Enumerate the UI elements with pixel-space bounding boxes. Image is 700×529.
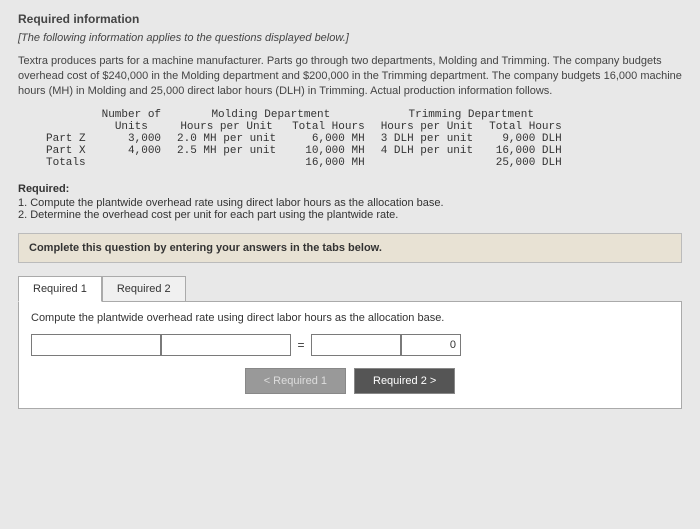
cell-dlh-total: 25,000 DLH [481, 157, 570, 169]
col-units-line1: Number of [94, 109, 169, 121]
required-item: 2. Determine the overhead cost per unit … [18, 209, 682, 221]
row-label: Totals [38, 157, 94, 169]
panel-instruction: Compute the plantwide overhead rate usin… [31, 312, 669, 324]
tab-required-1[interactable]: Required 1 [18, 276, 102, 302]
numerator-input[interactable] [31, 334, 161, 356]
cell-units [94, 157, 169, 169]
col-trimming-dept: Trimming Department [373, 109, 570, 121]
col-units-line2: Units [94, 121, 169, 133]
tab-panel: Compute the plantwide overhead rate usin… [18, 301, 682, 409]
prev-button[interactable]: < Required 1 [245, 368, 346, 394]
col-mold-total: Total Hours [284, 121, 373, 133]
calc-row: = 0 [31, 334, 669, 356]
next-button[interactable]: Required 2 > [354, 368, 455, 394]
required-item: 1. Compute the plantwide overhead rate u… [18, 197, 682, 209]
cell-units: 3,000 [94, 133, 169, 145]
cell-mh-total: 10,000 MH [284, 145, 373, 157]
tab-required-2[interactable]: Required 2 [102, 276, 186, 302]
col-trim-hpu: Hours per Unit [373, 121, 481, 133]
cell-dlh-per: 3 DLH per unit [373, 133, 481, 145]
cell-dlh-total: 16,000 DLH [481, 145, 570, 157]
rate-value-cell[interactable]: 0 [401, 334, 461, 356]
nav-row: < Required 1 Required 2 > [31, 368, 669, 394]
instruction-box: Complete this question by entering your … [18, 233, 682, 263]
production-data-table: Number of Molding Department Trimming De… [38, 109, 570, 169]
cell-mh-total: 16,000 MH [284, 157, 373, 169]
cell-mh-per [169, 157, 284, 169]
cell-mh-per: 2.0 MH per unit [169, 133, 284, 145]
cell-dlh-per [373, 157, 481, 169]
rate-label-input[interactable] [311, 334, 401, 356]
row-label: Part X [38, 145, 94, 157]
table-row: Totals 16,000 MH 25,000 DLH [38, 157, 570, 169]
col-molding-dept: Molding Department [169, 109, 373, 121]
cell-units: 4,000 [94, 145, 169, 157]
row-label: Part Z [38, 133, 94, 145]
denominator-input[interactable] [161, 334, 291, 356]
tab-bar: Required 1 Required 2 [18, 275, 682, 301]
intro-paragraph: Textra produces parts for a machine manu… [18, 54, 682, 99]
col-trim-total: Total Hours [481, 121, 570, 133]
table-row: Part Z 3,000 2.0 MH per unit 6,000 MH 3 … [38, 133, 570, 145]
cell-dlh-total: 9,000 DLH [481, 133, 570, 145]
cell-mh-total: 6,000 MH [284, 133, 373, 145]
cell-dlh-per: 4 DLH per unit [373, 145, 481, 157]
section-heading: Required information [18, 12, 682, 26]
section-subtitle: [The following information applies to th… [18, 32, 682, 44]
col-mold-hpu: Hours per Unit [169, 121, 284, 133]
table-row: Part X 4,000 2.5 MH per unit 10,000 MH 4… [38, 145, 570, 157]
required-heading: Required: [18, 183, 682, 195]
cell-mh-per: 2.5 MH per unit [169, 145, 284, 157]
equals-sign: = [291, 334, 311, 356]
